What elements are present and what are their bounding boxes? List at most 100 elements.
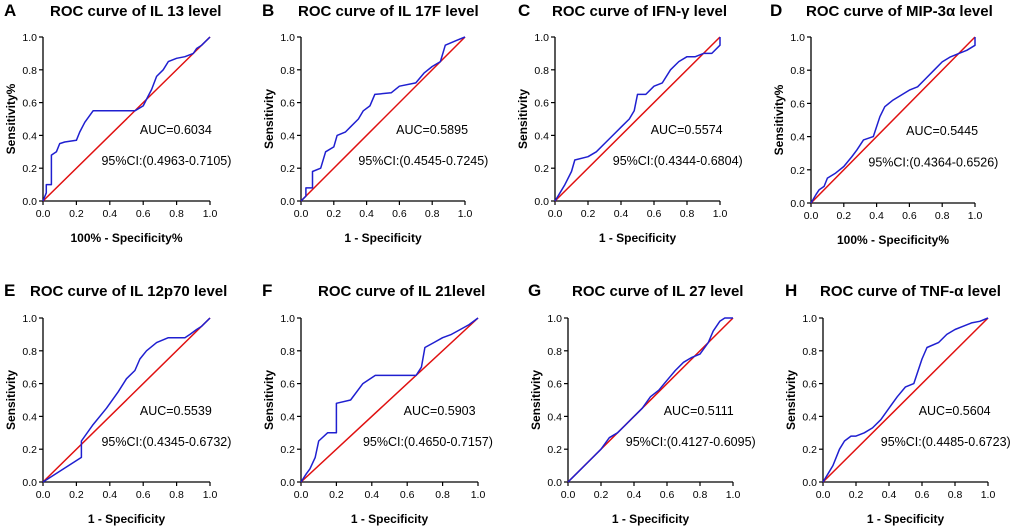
y-tick-label: 0.2 bbox=[547, 444, 562, 456]
x-tick-label: 0.4 bbox=[359, 208, 374, 220]
chart-panel-e: E ROC curve of IL 12p70 level 0.0 0.2 0.4 0.6… bbox=[4, 281, 231, 526]
x-tick-label: 0.2 bbox=[836, 210, 851, 222]
y-tick-label: 0.6 bbox=[802, 379, 817, 391]
roc-curve bbox=[822, 317, 989, 483]
x-tick-label: 0.8 bbox=[935, 210, 950, 222]
y-axis-label: Sensitivity bbox=[262, 89, 276, 149]
ci-annotation: 95%CI:(0.4364-0.6526) bbox=[868, 155, 998, 169]
y-tick-label: 1.0 bbox=[280, 32, 295, 44]
x-axis-label: 1 - Specificity bbox=[88, 512, 166, 526]
roc-curve bbox=[300, 317, 479, 483]
x-axis-label: 1 - Specificity bbox=[344, 231, 422, 245]
x-tick-label: 0.0 bbox=[561, 489, 576, 501]
ci-annotation: 95%CI:(0.4485-0.6723) bbox=[881, 435, 1011, 449]
x-tick-label: 0.6 bbox=[392, 208, 407, 220]
x-tick-label: 0.8 bbox=[425, 208, 440, 220]
chart-title: ROC curve of IFN-γ level bbox=[552, 3, 727, 20]
y-tick-label: 0.6 bbox=[547, 379, 562, 391]
x-axis-label: 100% - Specificity% bbox=[837, 233, 949, 247]
y-tick-label: 0.0 bbox=[22, 196, 37, 208]
auc-annotation: AUC=0.5574 bbox=[651, 123, 723, 137]
chart-title: ROC curve of IL 17F level bbox=[298, 3, 479, 20]
x-tick-label: 0.2 bbox=[326, 208, 341, 220]
y-tick-label: 0.0 bbox=[547, 477, 562, 489]
x-tick-label: 1.0 bbox=[981, 489, 996, 501]
y-tick-label: 0.6 bbox=[22, 379, 37, 391]
x-tick-label: 0.6 bbox=[647, 208, 662, 220]
y-tick-label: 0.6 bbox=[790, 98, 805, 110]
x-tick-label: 0.4 bbox=[102, 489, 117, 501]
reference-line bbox=[300, 317, 479, 483]
x-tick-label: 0.6 bbox=[915, 489, 930, 501]
panel-letter: C bbox=[518, 1, 530, 20]
chart-title: ROC curve of IL 27 level bbox=[572, 283, 743, 300]
x-axis-label: 1 - Specificity bbox=[612, 512, 690, 526]
x-tick-label: 0.6 bbox=[660, 489, 675, 501]
chart-panel-c: C ROC curve of IFN-γ level 0.0 0.2 0.4 0.6 0.8… bbox=[516, 1, 743, 245]
y-tick-label: 1.0 bbox=[22, 32, 37, 44]
roc-curve bbox=[42, 317, 211, 483]
auc-annotation: AUC=0.6034 bbox=[140, 123, 212, 137]
y-tick-label: 0.2 bbox=[802, 444, 817, 456]
y-tick-label: 0.2 bbox=[280, 163, 295, 175]
x-tick-label: 0.0 bbox=[36, 208, 51, 220]
y-tick-label: 0.8 bbox=[547, 346, 562, 358]
y-tick-label: 0.4 bbox=[802, 411, 817, 423]
x-tick-label: 0.6 bbox=[400, 489, 415, 501]
x-tick-label: 1.0 bbox=[471, 489, 486, 501]
y-axis-label: Sensitivity bbox=[784, 370, 798, 430]
x-tick-label: 0.2 bbox=[69, 489, 84, 501]
x-tick-label: 0.6 bbox=[136, 208, 151, 220]
roc-curve bbox=[554, 37, 721, 202]
chart-panel-g: G ROC curve of IL 27 level 0.0 0.2 0.4 0.6 0.8… bbox=[528, 281, 756, 526]
ci-annotation: 95%CI:(0.4345-0.6732) bbox=[101, 435, 231, 449]
y-tick-label: 0.4 bbox=[22, 130, 37, 142]
y-tick-label: 0.2 bbox=[22, 444, 37, 456]
y-axis-label: Sensitivity bbox=[516, 89, 530, 149]
chart-title: ROC curve of IL 13 level bbox=[50, 3, 221, 20]
chart-title: ROC curve of IL 12p70 level bbox=[30, 283, 227, 300]
reference-line bbox=[822, 317, 989, 483]
auc-annotation: AUC=0.5895 bbox=[396, 123, 468, 137]
x-tick-label: 1.0 bbox=[726, 489, 741, 501]
y-tick-label: 1.0 bbox=[280, 313, 295, 325]
y-axis-label: Sensitivity bbox=[262, 370, 276, 430]
chart-title: ROC curve of TNF-α level bbox=[820, 283, 1001, 300]
y-tick-label: 1.0 bbox=[790, 32, 805, 44]
x-tick-label: 0.8 bbox=[169, 208, 184, 220]
x-tick-label: 0.0 bbox=[294, 489, 309, 501]
panel-letter: A bbox=[4, 1, 16, 20]
auc-annotation: AUC=0.5445 bbox=[906, 124, 978, 138]
panel-letter: G bbox=[528, 281, 541, 300]
auc-annotation: AUC=0.5539 bbox=[140, 404, 212, 418]
y-tick-label: 0.0 bbox=[280, 477, 295, 489]
x-tick-label: 0.0 bbox=[294, 208, 309, 220]
y-tick-label: 0.0 bbox=[802, 477, 817, 489]
x-tick-label: 1.0 bbox=[713, 208, 728, 220]
x-tick-label: 1.0 bbox=[203, 489, 218, 501]
y-tick-label: 0.4 bbox=[534, 130, 549, 142]
chart-title: ROC curve of MIP-3α level bbox=[806, 3, 993, 20]
x-tick-label: 0.2 bbox=[329, 489, 344, 501]
roc-curve bbox=[300, 36, 466, 202]
x-tick-label: 0.8 bbox=[680, 208, 695, 220]
chart-panel-d: D ROC curve of MIP-3α level 0.0 0.2 0.4 0.6 0.… bbox=[770, 1, 998, 247]
y-tick-label: 0.8 bbox=[280, 346, 295, 358]
y-tick-label: 0.8 bbox=[280, 65, 295, 77]
panel-letter: D bbox=[770, 1, 782, 20]
y-tick-label: 0.6 bbox=[280, 379, 295, 391]
reference-line bbox=[42, 317, 211, 483]
y-tick-label: 1.0 bbox=[802, 313, 817, 325]
y-tick-label: 0.2 bbox=[534, 163, 549, 175]
x-tick-label: 0.4 bbox=[102, 208, 117, 220]
ci-annotation: 95%CI:(0.4127-0.6095) bbox=[626, 435, 756, 449]
reference-line bbox=[554, 36, 721, 202]
x-tick-label: 0.2 bbox=[594, 489, 609, 501]
x-tick-label: 0.2 bbox=[849, 489, 864, 501]
chart-panel-h: H ROC curve of TNF-α level 0.0 0.2 0.4 0.6 0.8… bbox=[784, 281, 1011, 526]
reference-line bbox=[810, 36, 976, 204]
ci-annotation: 95%CI:(0.4545-0.7245) bbox=[358, 154, 488, 168]
x-tick-label: 0.8 bbox=[435, 489, 450, 501]
x-tick-label: 0.0 bbox=[548, 208, 563, 220]
